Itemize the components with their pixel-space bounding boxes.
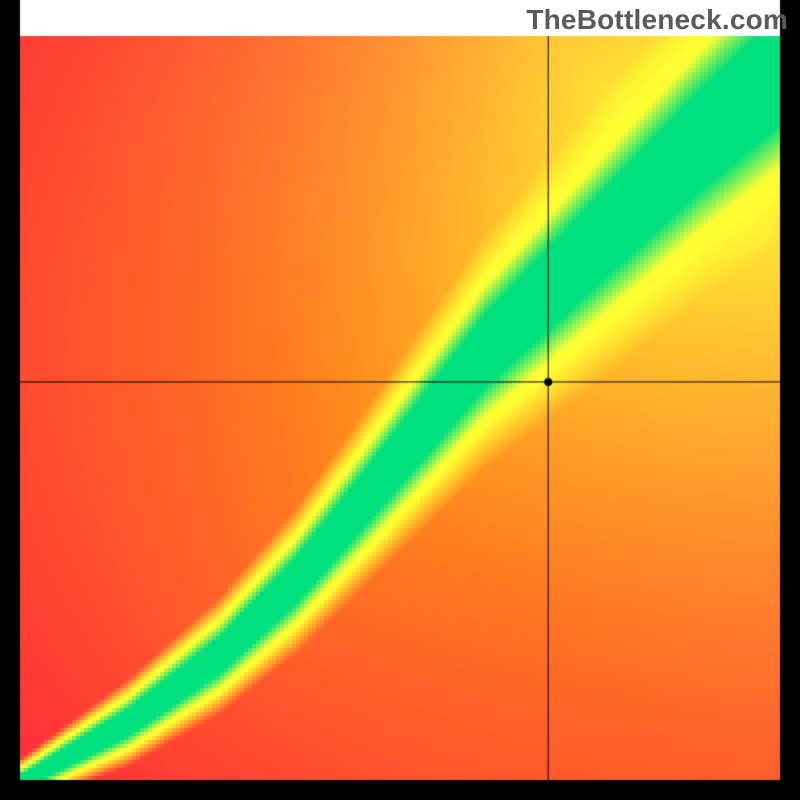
watermark-text: TheBottleneck.com [526, 4, 788, 36]
bottleneck-heatmap [0, 0, 800, 800]
